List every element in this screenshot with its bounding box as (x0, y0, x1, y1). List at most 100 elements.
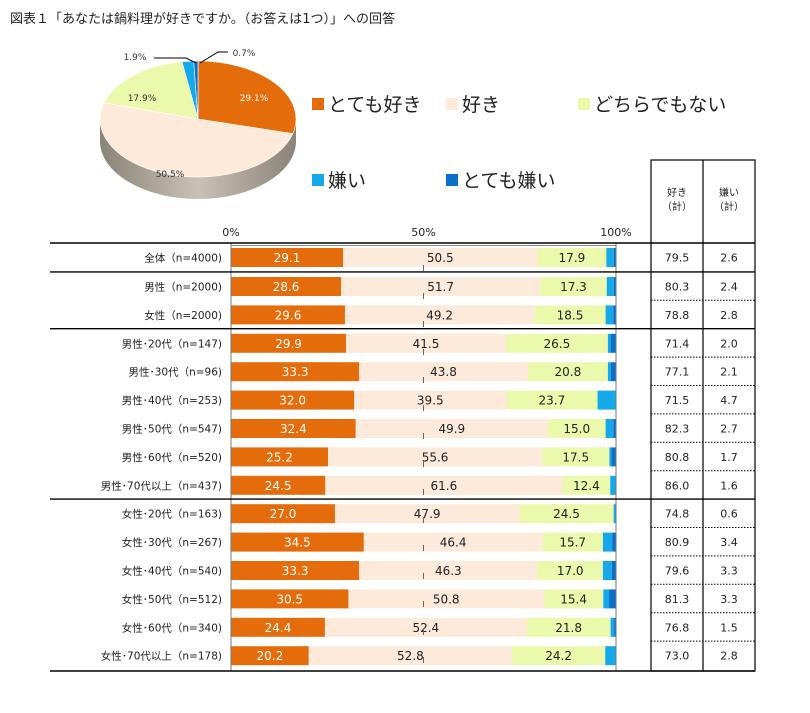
bar-value-label: 55.6 (422, 450, 449, 464)
bar-value-label: 17.5 (562, 450, 589, 464)
category-label: 女性･50代（n=512) (122, 593, 222, 606)
legend-item-very-like: とても好き (312, 90, 421, 117)
dislike-total-value: 1.7 (720, 451, 738, 464)
bar-value-label: 15.4 (560, 592, 587, 606)
header-like-line2: （計） (662, 202, 692, 213)
bar-segment (231, 475, 326, 495)
bar-segment (231, 390, 355, 410)
bar-segment (231, 305, 345, 325)
bar-segment (609, 447, 612, 467)
bar-value-label: 30.5 (276, 592, 303, 606)
like-total-value: 79.6 (665, 565, 690, 578)
category-label: 男性･40代（n=253) (122, 394, 222, 407)
bar-segment (597, 390, 616, 410)
dislike-total-value: 1.6 (720, 479, 738, 492)
bar-value-label: 32.4 (280, 422, 307, 436)
bar-segment (602, 561, 612, 580)
legend-swatch (312, 97, 324, 110)
bar-value-label: 24.4 (265, 621, 292, 635)
bar-segment (355, 419, 548, 438)
x-tick-label: 0% (222, 226, 239, 239)
bar-segment (325, 475, 563, 495)
bar-segment (613, 277, 616, 296)
bar-value-label: 12.4 (573, 479, 600, 493)
dislike-total-value: 0.6 (720, 508, 738, 521)
category-label: 女性･20代（n=163) (122, 508, 222, 521)
bar-segment (324, 617, 527, 637)
like-total-value: 80.3 (665, 281, 690, 294)
bar-value-label: 20.8 (555, 365, 582, 379)
category-label: 全体（n=4000) (144, 252, 222, 265)
bar-segment (540, 277, 607, 296)
bar-segment (519, 504, 614, 524)
bar-value-label: 46.3 (435, 564, 462, 578)
dislike-total-value: 2.1 (720, 366, 738, 379)
bar-value-label: 46.4 (440, 536, 467, 550)
bar-value-label: 29.9 (275, 337, 302, 351)
category-label: 女性･40代（n=540) (122, 565, 222, 578)
like-total-value: 71.4 (665, 337, 690, 350)
bar-segment (537, 561, 603, 580)
bar-value-label: 17.0 (557, 564, 584, 578)
bar-value-label: 24.5 (265, 479, 292, 493)
bar-segment (308, 646, 513, 666)
bar-segment (544, 589, 604, 609)
bar-value-label: 39.5 (417, 394, 444, 408)
bar-segment (534, 305, 606, 325)
bar-value-label: 52.8 (397, 649, 424, 663)
bar-segment (526, 617, 611, 637)
pie-side (100, 119, 296, 199)
bar-segment (542, 447, 610, 467)
bar-value-label: 28.6 (273, 280, 300, 294)
category-label: 男性･50代（n=547) (122, 423, 222, 436)
bar-segment (614, 617, 617, 637)
bar-value-label: 17.3 (560, 280, 587, 294)
pie-chart: 29.1% 50.5% 17.9% 1.9% 0.7% (99, 49, 297, 199)
bar-value-label: 61.6 (431, 479, 458, 493)
bar-value-label: 50.5 (427, 251, 454, 265)
header-like-line1: 好き (667, 188, 687, 199)
bar-segment (231, 504, 335, 524)
category-label: 男性（n=2000) (144, 281, 222, 294)
bar-segment (537, 248, 607, 267)
bar-segment (231, 532, 364, 552)
like-total-value: 82.3 (665, 423, 690, 436)
legend-label: どちらでもない (594, 94, 727, 116)
dislike-total-value: 2.7 (720, 423, 738, 436)
bar-value-label: 33.3 (282, 365, 309, 379)
dislike-total-value: 2.6 (720, 252, 738, 265)
bar-segment (613, 419, 616, 438)
legend-swatch (578, 97, 590, 110)
bar-segment (613, 248, 617, 267)
bar-value-label: 15.7 (559, 536, 586, 550)
legend-swatch (446, 173, 458, 186)
bar-segment (606, 248, 614, 267)
bar-segment (562, 475, 611, 495)
category-label: 女性･60代（n=340) (122, 621, 222, 634)
bar-segment (603, 589, 610, 609)
bar-segment (606, 277, 614, 296)
bar-value-label: 24.2 (545, 649, 572, 663)
bar-segment (527, 362, 608, 382)
bar-segment (609, 589, 616, 609)
header-dislike-total: 嫌い （計） (703, 187, 755, 215)
bar-segment (328, 447, 543, 467)
dislike-total-value: 2.4 (720, 281, 738, 294)
bar-value-label: 43.8 (430, 365, 457, 379)
legend-label: 好き (462, 94, 501, 116)
category-label: 女性･30代（n=267) (122, 536, 222, 549)
bar-value-label: 41.5 (413, 337, 440, 351)
bar-segment (346, 333, 506, 353)
legend-item-very-dislike: とても嫌い (446, 166, 555, 193)
category-label: 男性･60代（n=520) (122, 451, 222, 464)
bar-segment (607, 362, 611, 382)
bar-value-label: 32.0 (279, 394, 306, 408)
bar-segment (607, 333, 611, 353)
category-label: 男性･70代以上（n=437) (101, 479, 222, 492)
bar-value-label: 21.8 (555, 621, 582, 635)
bar-segment (231, 362, 360, 382)
bar-segment (334, 504, 520, 524)
bar-segment (610, 362, 616, 382)
bar-segment (341, 277, 541, 296)
category-label: 女性･70代以上（n=178) (101, 650, 222, 663)
